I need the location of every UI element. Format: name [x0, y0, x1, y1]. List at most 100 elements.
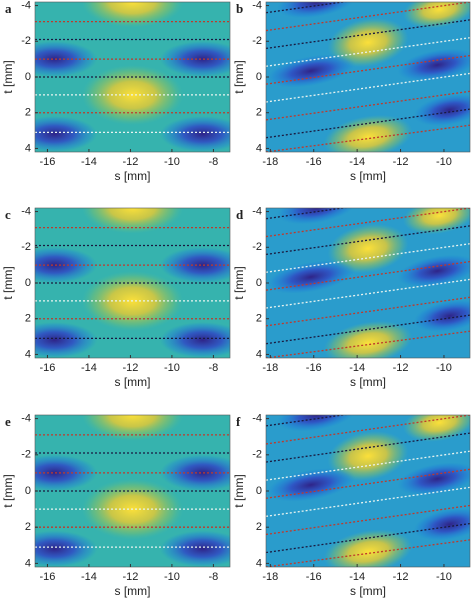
x-tick-label: -16: [306, 156, 322, 168]
panel-label: a: [5, 1, 12, 16]
x-tick-label: -12: [393, 156, 409, 168]
heatmap-blob: [403, 2, 470, 29]
y-tick-label: 4: [256, 142, 262, 154]
y-tick-label: 0: [25, 277, 31, 289]
heatmap-blob: [403, 208, 470, 235]
y-tick-label: -4: [252, 0, 262, 11]
y-tick-label: 4: [256, 557, 262, 569]
heatmap-panel: [35, 415, 230, 567]
x-axis-label: s [mm]: [115, 584, 151, 598]
panel-label: b: [236, 1, 243, 16]
y-tick-label: 4: [256, 348, 262, 360]
heatmap-blob: [327, 223, 409, 274]
heatmap-blob: [266, 54, 356, 88]
y-tick-label: 0: [25, 71, 31, 83]
y-tick-label: 2: [25, 107, 31, 119]
y-tick-label: -2: [252, 35, 262, 47]
x-tick-label: -12: [122, 571, 138, 583]
heatmap-blob: [35, 247, 98, 283]
x-tick-label: -16: [306, 571, 322, 583]
heatmap-blob: [276, 415, 358, 432]
x-tick-label: -12: [122, 156, 138, 168]
heatmap-blob: [403, 415, 470, 442]
y-tick-label: -4: [21, 205, 31, 217]
heatmap-blob: [159, 41, 230, 77]
y-tick-label: -2: [252, 241, 262, 253]
heatmap-blob: [413, 93, 470, 127]
heatmap-blob: [159, 530, 230, 567]
x-tick-label: -18: [262, 156, 278, 168]
heatmap-blob: [266, 468, 356, 502]
x-tick-label: -12: [393, 362, 409, 374]
heatmap-blob: [327, 431, 409, 482]
y-axis-label: t [mm]: [1, 266, 15, 299]
x-tick-label: -8: [209, 156, 219, 168]
x-tick-label: -16: [306, 362, 322, 374]
x-tick-label: -14: [349, 156, 365, 168]
y-tick-label: 4: [25, 142, 31, 154]
x-tick-label: -10: [436, 571, 452, 583]
x-tick-label: -18: [262, 571, 278, 583]
heatmap-blob: [413, 299, 470, 333]
x-tick-label: -16: [39, 362, 55, 374]
heatmap-blob: [159, 322, 230, 358]
x-axis-label: s [mm]: [350, 584, 386, 598]
y-axis-label: t [mm]: [232, 474, 246, 507]
y-tick-label: 0: [256, 485, 262, 497]
y-tick-label: -4: [252, 205, 262, 217]
panel-label: d: [236, 207, 244, 222]
x-tick-label: -12: [122, 362, 138, 374]
y-tick-label: 2: [256, 107, 262, 119]
y-tick-label: -2: [21, 241, 31, 253]
x-tick-label: -10: [164, 156, 180, 168]
x-tick-label: -14: [349, 362, 365, 374]
heatmap-blob: [276, 208, 358, 225]
x-axis-label: s [mm]: [115, 375, 151, 389]
x-axis-label: s [mm]: [115, 169, 151, 183]
y-tick-label: 2: [25, 521, 31, 533]
panel-label: c: [5, 207, 11, 222]
y-axis-label: t [mm]: [232, 266, 246, 299]
y-axis-label: t [mm]: [232, 60, 246, 93]
y-tick-label: -2: [21, 35, 31, 47]
heatmap-blob: [413, 508, 470, 541]
y-tick-label: 2: [256, 521, 262, 533]
x-tick-label: -14: [81, 156, 97, 168]
heatmap-panel: [266, 2, 470, 152]
x-tick-label: -8: [209, 362, 219, 374]
y-tick-label: 4: [25, 557, 31, 569]
x-tick-label: -14: [81, 571, 97, 583]
x-axis-label: s [mm]: [350, 169, 386, 183]
y-tick-label: 0: [25, 485, 31, 497]
heatmap-blob: [159, 454, 230, 491]
heatmap-blob: [266, 260, 356, 294]
x-tick-label: -10: [436, 156, 452, 168]
heatmap-blob: [327, 17, 409, 68]
x-tick-label: -12: [393, 571, 409, 583]
x-tick-label: -14: [349, 571, 365, 583]
heatmap-blob: [276, 2, 358, 19]
heatmap-blob: [159, 247, 230, 283]
heatmap-blob: [35, 530, 98, 567]
x-tick-label: -18: [262, 362, 278, 374]
y-tick-label: -2: [252, 449, 262, 461]
y-tick-label: -4: [21, 0, 31, 11]
x-tick-label: -14: [81, 362, 97, 374]
y-tick-label: -4: [21, 413, 31, 425]
x-tick-label: -8: [209, 571, 219, 583]
heatmap-panel: [266, 415, 470, 567]
heatmap-panel: [35, 208, 230, 358]
heatmap-panel: [35, 2, 230, 152]
y-axis-label: t [mm]: [1, 474, 15, 507]
x-tick-label: -10: [436, 362, 452, 374]
y-axis-label: t [mm]: [1, 60, 15, 93]
panel-label: f: [236, 414, 241, 429]
x-axis-label: s [mm]: [350, 375, 386, 389]
heatmap-panel: [266, 208, 470, 358]
panel-label: e: [5, 414, 11, 429]
heatmap-blob: [159, 116, 230, 152]
x-tick-label: -16: [39, 571, 55, 583]
heatmap-blob: [35, 116, 98, 152]
y-tick-label: 0: [256, 71, 262, 83]
